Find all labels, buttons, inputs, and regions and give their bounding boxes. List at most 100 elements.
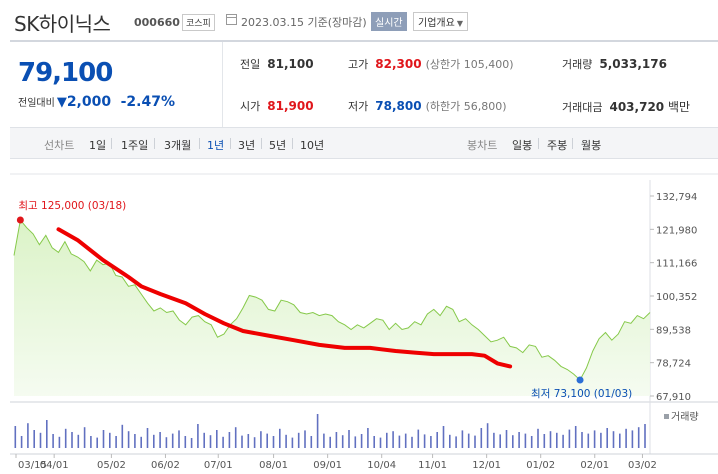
volume-bar: [354, 436, 357, 448]
period-1d[interactable]: 1일: [89, 139, 107, 152]
change-amount: 2,000: [66, 94, 112, 110]
volume-bar: [291, 437, 294, 448]
volume-bar: [543, 434, 546, 448]
volume-bar: [279, 428, 281, 448]
candle-weekly[interactable]: 주봉: [547, 139, 568, 152]
volume-bar: [600, 432, 602, 448]
volume-bar: [335, 432, 338, 448]
volume-legend-swatch: [664, 414, 669, 419]
company-overview-dropdown[interactable]: 기업개요 ▼: [413, 12, 468, 31]
chevron-down-icon: ▼: [456, 19, 463, 28]
candle-daily[interactable]: 일봉: [512, 139, 533, 152]
volume-bar: [316, 414, 319, 448]
y-tick-label: 78,724: [656, 359, 691, 370]
volume-bar: [379, 437, 382, 448]
volume-bar: [266, 433, 268, 448]
volume-bar: [398, 435, 401, 448]
period-10y[interactable]: 10년: [300, 139, 325, 152]
volume-bar: [417, 429, 420, 448]
volume-bar: [644, 424, 646, 448]
volume-bar: [436, 432, 438, 448]
volume-bar: [153, 434, 155, 448]
volume-bar: [140, 436, 142, 448]
volume-bar: [461, 430, 464, 448]
volume-bar: [587, 433, 590, 448]
x-tick-label: 02/01: [580, 460, 609, 471]
volume-bar: [102, 430, 105, 448]
realtime-button[interactable]: 실시간: [371, 12, 407, 31]
volume-bar: [631, 430, 634, 448]
volume-bar: [134, 434, 136, 448]
volume-bar: [115, 436, 117, 448]
volume-bar: [46, 420, 48, 448]
volume-bar: [146, 428, 149, 448]
stock-header: SK하이닉스 000660 코스피 2023.03.15 기준(장마감) 실시간…: [0, 0, 718, 40]
volume-bar: [530, 436, 533, 448]
stat-high: 고가 82,300 (상한가 105,400): [348, 57, 514, 71]
x-tick-label: 11/01: [418, 460, 447, 471]
divider: [261, 138, 262, 149]
down-triangle-icon: ▼: [56, 95, 67, 110]
volume-bar: [373, 436, 375, 448]
volume-bar: [216, 430, 218, 448]
volume-bar: [442, 426, 445, 448]
quote-date: 2023.03.15 기준(장마감): [241, 16, 367, 29]
min-annotation: 최저 73,100 (01/03): [531, 388, 632, 400]
volume-bar: [121, 424, 124, 448]
volume-bar: [197, 424, 199, 448]
y-tick-label: 111,166: [656, 259, 697, 270]
period-3m[interactable]: 3개월: [164, 139, 192, 152]
max-annotation: 최고 125,000 (03/18): [18, 200, 126, 212]
header-divider: [10, 40, 718, 42]
volume-bar: [367, 428, 369, 448]
volume-bar: [348, 430, 350, 448]
stat-open: 시가 81,900: [240, 99, 314, 113]
x-tick-label: 04/01: [40, 460, 69, 471]
calendar-icon: [226, 14, 237, 25]
volume-bar: [524, 433, 527, 448]
stat-prev-close: 전일 81,100: [240, 57, 314, 71]
volume-bar: [109, 432, 111, 448]
volume-bar: [329, 436, 331, 448]
volume-bar: [184, 436, 187, 448]
x-tick-label: 03/15: [18, 460, 47, 471]
min-marker: [576, 376, 584, 384]
x-tick-label: 07/01: [204, 460, 233, 471]
y-tick-label: 89,538: [656, 325, 691, 336]
volume-bar: [27, 423, 29, 448]
y-tick-label: 100,352: [656, 292, 697, 303]
volume-bar: [228, 432, 231, 448]
x-tick-label: 12/01: [472, 460, 501, 471]
period-1w[interactable]: 1주일: [121, 139, 149, 152]
volume-bar: [285, 434, 287, 448]
volume-label: 거래량: [671, 411, 699, 423]
price-line: [13, 218, 651, 381]
volume-bar: [467, 433, 470, 448]
period-1y[interactable]: 1년: [207, 139, 225, 152]
volume-bar: [304, 430, 306, 448]
volume-bar: [637, 427, 640, 448]
volume-bar: [77, 434, 80, 448]
volume-bar: [606, 428, 608, 448]
volume-bar: [537, 428, 539, 448]
x-tick-label: 10/04: [367, 460, 396, 471]
period-3y[interactable]: 3년: [238, 139, 256, 152]
divider: [230, 138, 231, 149]
stock-name[interactable]: SK하이닉스: [14, 12, 111, 36]
y-tick-label: 121,980: [656, 225, 697, 236]
volume-bar: [581, 432, 583, 448]
volume-bar: [165, 437, 168, 448]
volume-bar: [360, 434, 363, 448]
volume-bar: [178, 430, 180, 448]
volume-bar: [562, 434, 564, 448]
volume-bar: [593, 430, 596, 448]
volume-bar: [430, 436, 432, 448]
volume-bar: [96, 437, 98, 448]
price-chart[interactable]: 132,794 121,980 111,166 100,352 89,538 78,724…: [0, 160, 718, 474]
volume-bar: [625, 428, 627, 448]
divider: [538, 138, 539, 149]
volume-bar: [209, 435, 212, 448]
divider: [154, 138, 155, 149]
candle-monthly[interactable]: 월봉: [581, 139, 602, 152]
period-5y[interactable]: 5년: [269, 139, 287, 152]
